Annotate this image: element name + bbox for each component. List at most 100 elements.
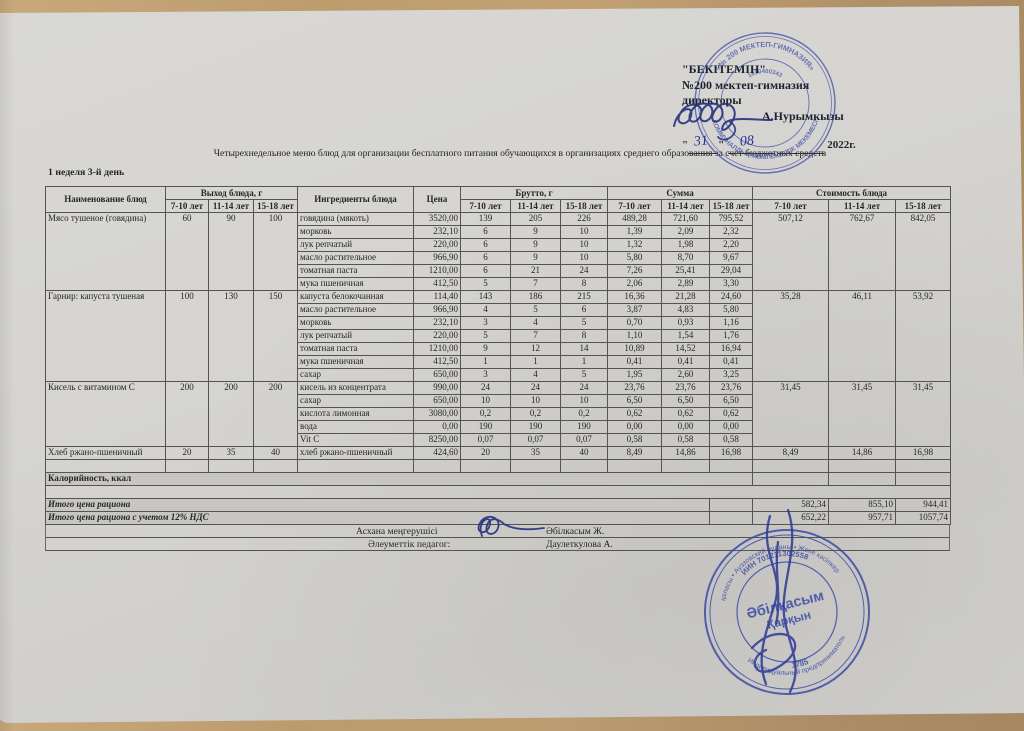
approval-block: "БЕКІТЕМІН" №200 мектеп-гимназия директо… bbox=[682, 62, 856, 154]
sum-value: 0,41 bbox=[661, 355, 711, 369]
col-header-ingredients: Ингредиенты блюда bbox=[297, 186, 414, 213]
sum-value: 1,76 bbox=[709, 329, 754, 343]
dish-cost-value: 31,45 bbox=[895, 381, 952, 447]
dish-output-value: 35 bbox=[208, 446, 254, 460]
ingredient-price: 232,10 bbox=[413, 225, 461, 239]
sum-value: 795,52 bbox=[709, 212, 754, 226]
ingredient-name: мука пшеничная bbox=[297, 277, 414, 291]
dish-name: Мясо тушеное (говядина) bbox=[45, 212, 166, 291]
sum-value: 25,41 bbox=[661, 264, 711, 278]
empty-cell bbox=[752, 459, 830, 473]
dish-output-value: 200 bbox=[253, 381, 298, 447]
brutto-value: 5 bbox=[510, 303, 561, 317]
empty-cell bbox=[510, 459, 561, 473]
col-header-age: 7-10 лет bbox=[752, 199, 830, 213]
col-header-age: 7-10 лет bbox=[607, 199, 663, 213]
ingredient-row: Кисель с витамином С 200 200 200 кисель из к… bbox=[45, 381, 952, 447]
col-header-age: 15-18 лет bbox=[559, 199, 609, 213]
brutto-value: 205 bbox=[510, 212, 561, 226]
ingredient-price: 3520,00 bbox=[413, 212, 461, 226]
ingredient-row: кислота лимонная 3080,00 0,2 0,2 0,2 0,62 0,62… bbox=[46, 407, 951, 421]
brutto-value: 215 bbox=[559, 290, 609, 304]
dish-output-value: 20 bbox=[165, 446, 209, 460]
brutto-value: 6 bbox=[460, 225, 511, 239]
ingredient-price: 966,90 bbox=[413, 251, 461, 265]
sum-value: 1,10 bbox=[607, 329, 663, 343]
col-header-sum-group: Сумма bbox=[607, 186, 754, 200]
sum-value: 14,86 bbox=[661, 446, 711, 460]
total-row: Итого цена рациона 582,34 855,10 944,41 bbox=[44, 498, 952, 512]
menu-table-body: Мясо тушеное (говядина) 60 90 100 говядина (… bbox=[44, 212, 952, 525]
brutto-value: 35 bbox=[510, 446, 561, 460]
brutto-value: 6 bbox=[460, 264, 511, 278]
sum-value: 14,52 bbox=[661, 342, 711, 356]
empty-cell bbox=[895, 459, 952, 473]
brutto-value: 1 bbox=[559, 355, 609, 369]
sum-value: 0,62 bbox=[607, 407, 663, 421]
brutto-value: 10 bbox=[510, 394, 561, 408]
dish-output-value: 130 bbox=[208, 290, 254, 382]
col-header-age: 7-10 лет bbox=[165, 199, 209, 213]
brutto-value: 24 bbox=[559, 381, 609, 395]
ingredient-row: мука пшеничная 412,50 5 7 8 2,06 2,89 3,30 bbox=[46, 277, 951, 291]
brutto-value: 7 bbox=[510, 277, 561, 291]
sum-value: 1,39 bbox=[607, 225, 663, 239]
brutto-value: 0,07 bbox=[460, 433, 511, 447]
brutto-value: 24 bbox=[460, 381, 511, 395]
brutto-value: 4 bbox=[460, 303, 511, 317]
ingredient-name: лук репчатый bbox=[297, 238, 414, 252]
brutto-value: 1 bbox=[460, 355, 511, 369]
dish-cost-value: 16,98 bbox=[895, 446, 952, 460]
empty-cell bbox=[253, 459, 298, 473]
sum-value: 0,00 bbox=[709, 420, 754, 434]
ingredient-row: Гарнир: капуста тушеная 100 130 150 капуста … bbox=[45, 290, 952, 382]
dish-name: Гарнир: капуста тушеная bbox=[45, 290, 166, 382]
brutto-value: 14 bbox=[559, 342, 609, 356]
dish-cost-value: 53,92 bbox=[895, 290, 952, 382]
col-header-price: Цена bbox=[413, 186, 461, 213]
signature-role: Асхана меңгерушісі bbox=[356, 526, 438, 537]
dish-output-value: 60 bbox=[165, 212, 209, 291]
empty-cell bbox=[297, 459, 414, 473]
sum-value: 5,80 bbox=[607, 251, 663, 265]
ingredient-price: 412,50 bbox=[413, 277, 461, 291]
handwritten-month: 08 bbox=[739, 132, 755, 150]
ingredient-row: Vit C 8250,00 0,07 0,07 0,07 0,58 0,58 0,58 bbox=[46, 433, 951, 447]
sum-value: 1,95 bbox=[607, 368, 663, 382]
empty-cell bbox=[752, 472, 830, 486]
dish-cost-value: 35,28 bbox=[752, 290, 830, 382]
sum-value: 5,80 bbox=[709, 303, 754, 317]
handwritten-day: 31 bbox=[693, 132, 709, 150]
approval-school: №200 мектеп-гимназия bbox=[682, 77, 810, 92]
ingredient-price: 412,50 bbox=[413, 355, 461, 369]
sum-value: 8,70 bbox=[661, 251, 711, 265]
brutto-value: 1 bbox=[510, 355, 561, 369]
empty-cell bbox=[828, 459, 897, 473]
ingredient-row: морковь 232,10 6 9 10 1,39 2,09 2,32 bbox=[46, 225, 951, 239]
sum-value: 3,87 bbox=[607, 303, 663, 317]
approval-word: "БЕКІТЕМІН" bbox=[682, 62, 766, 76]
total-value: 944,41 bbox=[895, 498, 952, 512]
col-header-brutto-group: Брутто, г bbox=[459, 186, 609, 200]
empty-cell bbox=[559, 459, 609, 473]
empty-cell bbox=[661, 459, 711, 473]
empty-cell bbox=[709, 498, 754, 512]
brutto-value: 7 bbox=[510, 329, 561, 343]
brutto-value: 0,07 bbox=[559, 433, 609, 447]
ingredient-name: капуста белокочанная bbox=[297, 290, 414, 304]
ingredient-row: масло растительное 966,90 4 5 6 3,87 4,83 5,80 bbox=[46, 303, 951, 317]
sum-value: 10,89 bbox=[607, 342, 663, 356]
sum-value: 0,00 bbox=[607, 420, 663, 434]
sum-value: 23,76 bbox=[661, 381, 711, 395]
dish-output-value: 150 bbox=[253, 290, 298, 382]
dish-output-value: 90 bbox=[208, 212, 254, 291]
brutto-value: 0,2 bbox=[510, 407, 561, 421]
empty-cell bbox=[607, 459, 663, 473]
sum-value: 3,30 bbox=[709, 277, 754, 291]
ingredient-price: 220,00 bbox=[413, 238, 461, 252]
sum-value: 1,16 bbox=[709, 316, 754, 330]
document-title: Четырехнедельное меню блюд для организац… bbox=[213, 148, 827, 159]
sum-value: 0,41 bbox=[607, 355, 663, 369]
calories-label: Калорийность, ккал bbox=[44, 472, 754, 486]
